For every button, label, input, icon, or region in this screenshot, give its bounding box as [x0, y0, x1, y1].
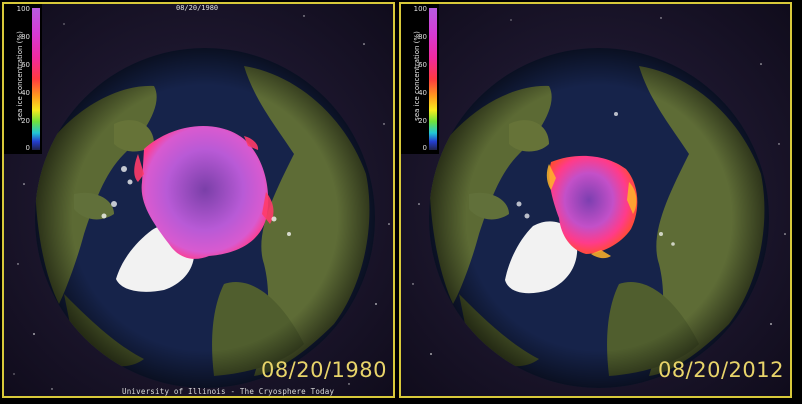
globe-2012 — [401, 4, 790, 396]
legend-tick: 60 — [21, 61, 30, 69]
legend-title: sea ice concentration (%) — [16, 31, 24, 121]
legend-color-bar — [32, 8, 40, 150]
legend-tick: 100 — [413, 5, 427, 13]
date-label-2012: 08/20/2012 — [657, 358, 784, 382]
credit-text: University of Illinois - The Cryosphere … — [122, 387, 335, 396]
legend-tick: 20 — [21, 117, 30, 125]
legend-tick: 20 — [418, 117, 427, 125]
legend-tick: 60 — [418, 61, 427, 69]
legend-tick: 80 — [418, 33, 427, 41]
legend-tick: 0 — [422, 144, 427, 152]
color-legend: sea ice concentration (%) 100 80 60 40 2… — [401, 4, 439, 154]
legend-tick: 40 — [21, 89, 30, 97]
globe-shading — [429, 48, 769, 388]
legend-tick: 40 — [418, 89, 427, 97]
panel-1980: sea ice concentration (%) 100 80 60 40 2… — [2, 2, 395, 398]
date-label-1980: 08/20/1980 — [260, 358, 387, 382]
panel-2012: sea ice concentration (%) 100 80 60 40 2… — [399, 2, 792, 398]
legend-tick: 0 — [25, 144, 30, 152]
globe-shading — [35, 48, 375, 388]
stars — [412, 17, 786, 355]
legend-tick: 80 — [21, 33, 30, 41]
legend-title: sea ice concentration (%) — [413, 31, 421, 121]
legend-color-bar — [429, 8, 437, 150]
globe-1980 — [4, 4, 393, 396]
color-legend: sea ice concentration (%) 100 80 60 40 2… — [4, 4, 42, 154]
legend-tick: 100 — [16, 5, 30, 13]
top-date-label: 08/20/1980 — [176, 4, 219, 12]
stars — [13, 15, 390, 390]
